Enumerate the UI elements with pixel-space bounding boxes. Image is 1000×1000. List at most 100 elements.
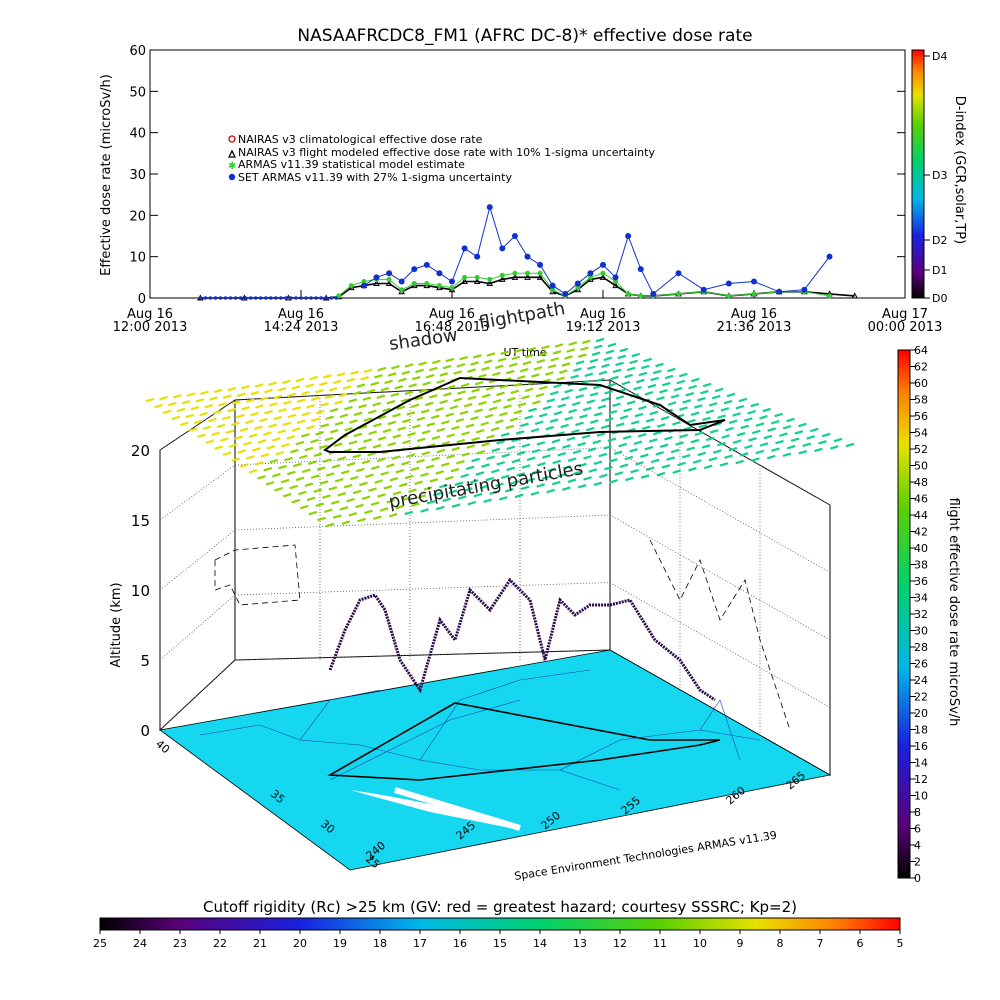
particle-mark: [439, 372, 449, 377]
particle-mark: [728, 446, 738, 452]
particle-mark: [344, 405, 353, 411]
dose-tick-label: 54: [914, 427, 928, 440]
particle-mark: [195, 398, 205, 403]
particle-mark: [471, 436, 480, 442]
particle-mark: [470, 415, 479, 421]
particle-mark: [517, 402, 527, 407]
particle-mark: [282, 379, 291, 385]
particle-mark: [176, 407, 186, 413]
particle-mark: [237, 449, 247, 454]
particle-mark: [705, 409, 715, 414]
particle-mark: [340, 469, 350, 475]
annotation-shadow: shadow: [388, 325, 459, 355]
particle-mark: [324, 436, 334, 442]
set-armas-point: [549, 282, 556, 289]
dose-tick-label: 36: [914, 575, 928, 588]
dose-tick-label: 52: [914, 443, 928, 456]
particle-mark: [220, 437, 229, 442]
particle-mark: [567, 478, 577, 483]
nairas-point: [498, 275, 506, 282]
particle-mark: [372, 515, 382, 520]
particle-mark: [311, 417, 320, 423]
dose-tick-label: 60: [914, 377, 928, 390]
particle-mark: [376, 457, 386, 463]
particle-mark: [596, 432, 606, 437]
particle-mark: [621, 380, 631, 386]
particle-mark: [752, 429, 761, 435]
particle-mark: [726, 392, 736, 398]
particle-mark: [650, 458, 660, 464]
particle-mark: [578, 386, 588, 392]
particle-mark: [401, 496, 411, 502]
x-tick-time: 12:00 2013: [113, 320, 188, 335]
particle-mark: [426, 422, 436, 427]
grid-right: [609, 447, 831, 573]
particle-mark: [416, 416, 426, 422]
particle-mark: [786, 444, 796, 450]
particle-mark: [300, 433, 310, 438]
particle-mark: [243, 441, 252, 446]
particle-mark: [333, 442, 343, 448]
particle-mark: [759, 414, 768, 420]
particle-mark: [145, 397, 155, 403]
particle-mark: [277, 387, 287, 392]
particle-mark: [595, 377, 605, 383]
particle-mark: [230, 421, 240, 427]
particle-mark: [209, 396, 218, 401]
particle-mark: [604, 390, 613, 395]
particle-mark: [575, 360, 585, 365]
dose-tick-label: 48: [914, 476, 928, 489]
particle-mark: [269, 458, 279, 464]
particle-mark: [439, 483, 448, 489]
particle-mark: [845, 442, 855, 448]
particle-mark: [282, 421, 292, 427]
particle-mark: [287, 392, 297, 398]
baseline-point: [198, 296, 203, 300]
particle-mark: [281, 443, 290, 448]
particle-mark: [266, 445, 276, 450]
cutoff-tick-label: 14: [533, 937, 547, 950]
chart-title: NASAAFRCDC8_FM1 (AFRC DC-8)* effective d…: [297, 26, 752, 46]
particle-mark: [372, 401, 382, 407]
armas-point: [638, 293, 644, 299]
particle-mark: [598, 473, 608, 479]
particle-mark: [400, 398, 410, 403]
particle-mark: [450, 467, 460, 473]
particle-mark: [313, 488, 322, 493]
particle-mark: [332, 514, 342, 519]
set-armas-point: [398, 278, 405, 285]
particle-mark: [213, 388, 223, 394]
particle-mark: [458, 495, 467, 500]
x-tick-day: Aug 16: [731, 307, 777, 322]
x-tick-time: 14:24 2013: [264, 320, 339, 335]
particle-mark: [387, 372, 397, 377]
dose-tick-label: 50: [914, 460, 928, 473]
grid-back: [234, 514, 611, 531]
particle-mark: [443, 392, 452, 397]
particle-mark: [751, 457, 760, 462]
particle-mark: [538, 413, 548, 418]
set-armas-point: [411, 266, 418, 273]
particle-mark: [577, 483, 587, 489]
particle-mark: [559, 369, 568, 374]
legend-text: NAIRAS v3 climatological effective dose …: [238, 133, 483, 146]
armas-point: [600, 270, 606, 276]
set-armas-point: [776, 288, 783, 295]
particle-mark: [593, 481, 603, 487]
particle-mark: [296, 419, 306, 425]
particle-mark: [356, 383, 366, 388]
baseline-point: [253, 296, 258, 300]
particle-mark: [470, 361, 479, 366]
particle-mark: [580, 346, 589, 351]
particle-mark: [301, 390, 310, 396]
particle-mark: [705, 436, 715, 442]
particle-mark: [488, 406, 498, 411]
particle-mark: [202, 425, 212, 431]
particle-mark: [430, 414, 440, 420]
particle-mark: [481, 366, 490, 372]
particle-mark: [398, 482, 408, 488]
set-armas-point: [499, 245, 506, 252]
particle-mark: [655, 362, 664, 368]
particle-mark: [387, 420, 397, 426]
